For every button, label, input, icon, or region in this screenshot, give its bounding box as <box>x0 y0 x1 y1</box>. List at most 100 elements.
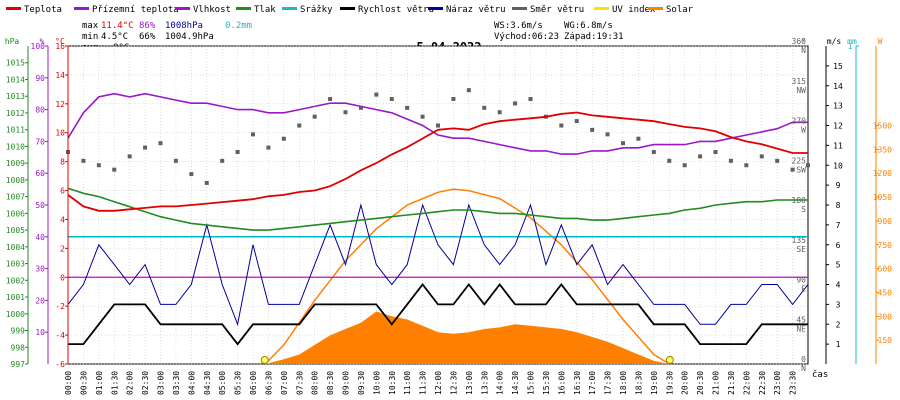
x-tick-label: 06:00 <box>249 371 258 395</box>
axis-tick-label-pct: 20 <box>35 296 45 305</box>
axis-tick-label-w: 300 <box>878 312 893 321</box>
axis-tick-label-deg: 0 <box>801 355 806 364</box>
axis-tick-label-c: 12 <box>55 100 65 109</box>
axis-tick-label-deg: 360 <box>792 37 807 46</box>
axis-tick-label-hpa: 1014 <box>6 75 25 84</box>
stat-max-pressure: 1008hPa <box>165 21 203 31</box>
x-tick-label: 02:00 <box>126 371 135 395</box>
axis-dir-label-deg: NE <box>796 324 806 333</box>
axis-tick-label-hpa: 999 <box>11 327 26 336</box>
wind-direction-point <box>204 180 209 185</box>
x-tick-label: 05:30 <box>234 371 243 395</box>
wind-direction-point <box>374 92 379 97</box>
axis-tick-label-ms: 6 <box>836 241 841 250</box>
stat-wg: WG:6.8m/s <box>564 21 613 31</box>
stat-sunset: Západ:19:31 <box>564 32 624 42</box>
axis-tick-label-pct: 40 <box>35 233 45 242</box>
x-tick-label: 02:30 <box>141 371 150 395</box>
legend-label: Přízemní teplota <box>92 5 179 15</box>
wind-direction-point <box>189 172 194 177</box>
stat-min-temp: 4.5°C <box>101 32 128 42</box>
axis-tick-label-hpa: 998 <box>11 343 26 352</box>
axis-tick-label-hpa: 1005 <box>6 226 25 235</box>
wind-direction-point <box>574 119 579 124</box>
stat-sunrise: Východ:06:23 <box>494 32 559 42</box>
axis-dir-label-deg: E <box>801 285 806 294</box>
x-tick-label: 08:00 <box>311 371 320 395</box>
axis-dir-label-deg: N <box>801 364 806 373</box>
wind-direction-point <box>497 110 502 115</box>
wind-direction-point <box>312 114 317 119</box>
legend-swatch <box>648 7 663 10</box>
wind-direction-point <box>621 141 625 146</box>
axis-tick-label-pct: 60 <box>35 169 45 178</box>
wind-direction-point <box>158 141 163 146</box>
axis-unit-deg: ° <box>801 37 806 46</box>
legend-swatch <box>236 7 251 10</box>
axis-unit-hpa: hPa <box>5 37 20 46</box>
stat-max-humidity: 86% <box>139 21 156 31</box>
axis-tick-label-ms: 8 <box>836 201 841 210</box>
x-tick-label: 04:30 <box>203 371 212 395</box>
series-solar-max <box>264 188 670 365</box>
axis-tick-label-hpa: 1009 <box>6 159 25 168</box>
axes: 00:00 00:30 01:00 01:30 02:00 02:30 03:00 03:30… <box>5 37 892 395</box>
axis-tick-label-mm: 1 <box>848 42 853 51</box>
wind-direction-point <box>759 154 764 159</box>
x-tick-label: 12:30 <box>449 371 458 395</box>
axis-tick-label-hpa: 1007 <box>6 193 25 202</box>
axis-tick-label-hpa: 1010 <box>6 142 25 151</box>
axis-tick-label-pct: 10 <box>35 328 45 337</box>
axis-tick-label-ms: 10 <box>833 161 843 170</box>
wind-direction-point <box>127 154 132 159</box>
axis-tick-label-hpa: 1012 <box>6 109 25 118</box>
x-tick-label: 16:30 <box>573 371 582 395</box>
series-wind-speed <box>68 283 808 346</box>
x-tick-label: 21:00 <box>712 371 721 395</box>
wind-direction-point <box>266 145 271 150</box>
x-tick-label: 22:00 <box>742 371 751 395</box>
axis-tick-label-w: 1200 <box>873 169 892 178</box>
x-tick-label: 13:00 <box>465 371 474 395</box>
axis-tick-label-w: 450 <box>878 288 893 297</box>
legend-swatch <box>175 7 190 10</box>
axis-tick-label-ms: 1 <box>836 340 841 349</box>
legend-swatch <box>282 7 297 10</box>
wind-direction-point <box>328 97 333 101</box>
x-tick-label: 01:30 <box>110 371 119 395</box>
legend-label: Tlak <box>254 5 276 15</box>
legend-label: Náraz větru <box>446 5 506 15</box>
x-tick-label: 19:30 <box>665 371 674 395</box>
axis-tick-label-c: 6 <box>60 187 65 196</box>
legend: Teplota Přízemní teplota Vlhkost Tlak Srážky… <box>6 5 694 15</box>
axis-tick-label-ms: 5 <box>836 261 841 270</box>
stat-min-humidity: 66% <box>139 32 156 42</box>
legend-label: UV index <box>612 5 656 15</box>
x-tick-label: 03:30 <box>172 371 181 395</box>
wind-direction-point <box>235 150 240 154</box>
axis-tick-label-ms: 2 <box>836 320 841 329</box>
wind-direction-point <box>389 97 394 101</box>
series-humidity <box>67 92 808 155</box>
axis-tick-label-c: 2 <box>60 244 65 253</box>
wind-direction-point <box>451 97 456 101</box>
stat-max-temp: 11.4°C <box>101 21 134 31</box>
axis-tick-label-c: 4 <box>60 215 65 224</box>
x-tick-label: 15:00 <box>527 371 536 395</box>
axis-tick-label-hpa: 1002 <box>6 276 25 285</box>
wind-direction-point <box>651 150 656 154</box>
wind-direction-point <box>590 127 595 132</box>
axis-tick-label-ms: 4 <box>836 281 841 290</box>
wind-direction-point <box>173 158 178 163</box>
x-tick-label: 07:30 <box>295 371 304 395</box>
x-tick-label: 13:30 <box>480 371 489 395</box>
wind-direction-point <box>281 136 286 141</box>
axis-dir-label-deg: SE <box>796 245 806 254</box>
axis-tick-label-ms: 14 <box>833 82 843 91</box>
wind-direction-point <box>682 163 687 168</box>
axis-tick-label-w: 150 <box>878 336 893 345</box>
axis-tick-label-deg: 90 <box>796 276 806 285</box>
x-tick-label: 10:00 <box>372 371 381 395</box>
sun-marker <box>260 356 269 364</box>
